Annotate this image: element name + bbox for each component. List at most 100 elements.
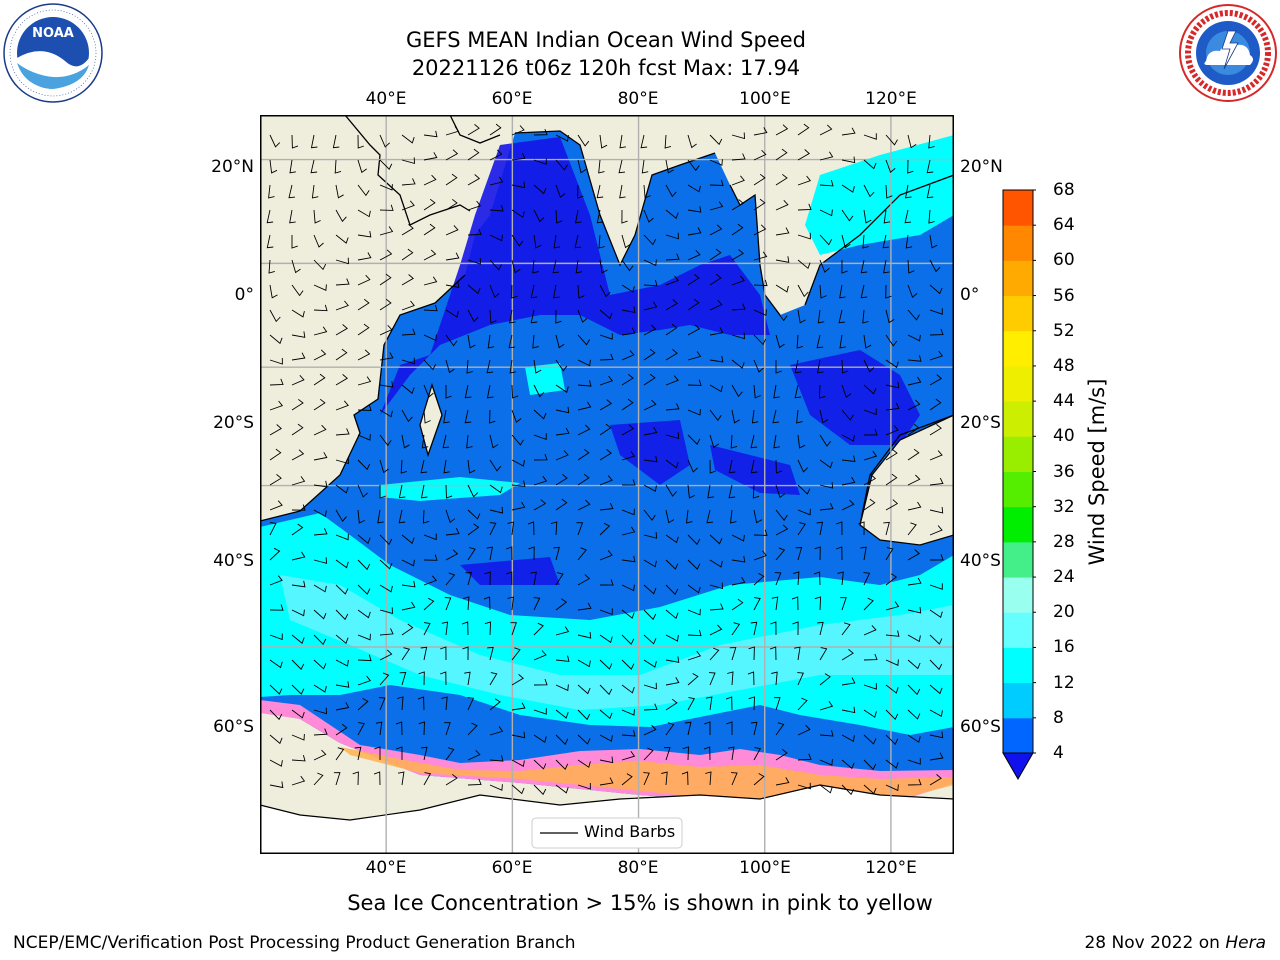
wind-barb — [665, 253, 680, 261]
wind-barb — [885, 402, 900, 411]
wind-barb — [289, 159, 296, 174]
wind-barb — [269, 575, 283, 586]
wind-barb — [357, 654, 372, 662]
wind-barb — [489, 698, 501, 711]
wind-barb — [819, 209, 833, 217]
wind-barb — [511, 731, 526, 739]
wind-barb — [533, 784, 547, 796]
wind-barb — [731, 598, 744, 611]
wind-barb — [771, 596, 779, 611]
wind-barb — [841, 622, 851, 636]
wind-barb — [577, 184, 584, 199]
wind-barb — [441, 696, 448, 711]
wind-barb — [860, 284, 868, 299]
wind-barb — [489, 149, 503, 161]
colorbar-tick-label: 4 — [1053, 743, 1064, 763]
wind-barb — [335, 509, 347, 522]
wind-barb — [422, 509, 430, 524]
wind-barb — [753, 747, 762, 761]
wind-barb — [335, 681, 350, 688]
wind-barb — [533, 209, 545, 223]
wind-barb — [401, 274, 414, 286]
wind-barb — [484, 621, 492, 636]
wind-barb — [599, 134, 608, 149]
wind-barb — [731, 359, 745, 369]
wind-barb — [506, 571, 513, 586]
wind-barb — [575, 259, 583, 274]
wind-barb — [313, 509, 327, 518]
wind-barb — [929, 752, 944, 761]
wind-barb — [727, 671, 734, 686]
colorbar-bin — [1003, 682, 1033, 719]
wind-barb — [444, 597, 452, 611]
wind-barb — [769, 646, 777, 661]
wind-barb — [665, 609, 679, 620]
wind-barb — [511, 384, 519, 399]
wind-barb — [753, 597, 761, 611]
wind-barb — [665, 534, 679, 544]
wind-barb — [819, 124, 833, 136]
lon-label-bottom: 40°E — [365, 858, 407, 878]
wind-barb — [863, 450, 878, 461]
wind-barb — [687, 206, 702, 213]
wind-barb — [291, 504, 306, 511]
wind-barb — [621, 234, 631, 249]
wind-barb — [665, 275, 679, 286]
wind-barb — [665, 559, 679, 570]
wind-barb — [661, 771, 668, 786]
wind-barb — [445, 309, 459, 318]
wind-barb — [687, 227, 702, 236]
lat-label-right: 20°N — [960, 157, 1003, 177]
wind-barb — [885, 709, 899, 720]
wind-barb — [841, 784, 855, 796]
wind-barb — [619, 184, 626, 199]
wind-barb — [816, 359, 824, 374]
wind-barb — [929, 609, 943, 619]
wind-barb — [487, 334, 495, 349]
wind-barb — [819, 459, 833, 469]
wind-barb — [687, 408, 701, 416]
wind-barb — [753, 773, 765, 786]
graticule — [260, 115, 954, 854]
wind-barb — [643, 559, 657, 568]
wind-barb — [775, 256, 790, 263]
wind-barb — [863, 572, 871, 586]
wind-barb — [577, 473, 590, 486]
wind-barb — [527, 521, 535, 536]
wind-barb — [511, 702, 526, 711]
wind-barb — [373, 771, 381, 786]
wind-barb — [401, 384, 415, 394]
wind-barb — [929, 477, 944, 486]
wind-barb — [313, 424, 327, 436]
wind-barb — [379, 559, 393, 570]
wind-barb — [379, 584, 393, 593]
wind-barb — [728, 484, 736, 499]
wind-barb — [621, 259, 634, 272]
wind-barb — [489, 784, 503, 791]
wind-barb — [753, 279, 768, 287]
lon-label-bottom: 60°E — [491, 858, 533, 878]
colorbar-bin — [1003, 190, 1033, 226]
wind-barb — [858, 521, 865, 536]
lat-label-left: 20°S — [213, 413, 254, 433]
wind-barb — [621, 284, 635, 293]
wind-barb — [863, 334, 872, 349]
wind-barb — [753, 251, 768, 261]
wind-barb — [772, 409, 780, 424]
wind-barb — [533, 650, 547, 661]
wind-barb — [313, 480, 328, 488]
wind-barb — [335, 209, 347, 223]
lat-label-left: 20°N — [211, 157, 254, 177]
colorbar-bin — [1003, 541, 1033, 578]
wind-barb — [466, 434, 473, 449]
wind-barb — [423, 249, 437, 261]
wind-barb — [379, 534, 393, 546]
wind-barb — [401, 300, 415, 311]
wind-barb — [814, 596, 822, 611]
wind-barb — [533, 499, 547, 511]
wind-barb — [797, 434, 806, 449]
wind-barb — [379, 324, 393, 336]
wind-barb — [731, 249, 744, 261]
wind-barb — [621, 479, 636, 486]
wind-barb — [929, 374, 943, 386]
